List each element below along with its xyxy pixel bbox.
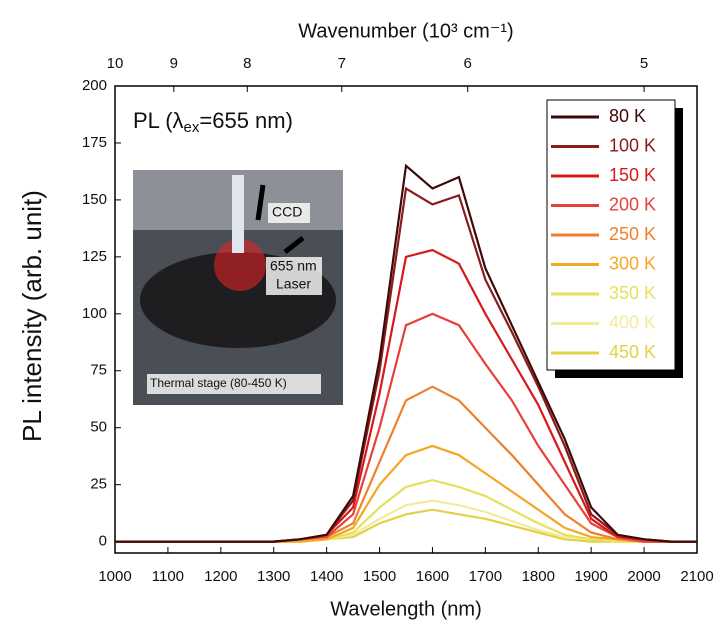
inset-arrow (255, 184, 266, 221)
top-tick-label: 9 (170, 55, 178, 72)
legend-label: 300 K (609, 253, 656, 273)
x-tick-label: 1800 (522, 568, 555, 585)
annotation-text: PL (λ (133, 108, 184, 133)
legend-label: 400 K (609, 312, 656, 332)
inset-fiber (232, 175, 244, 253)
inset-label: Laser (276, 276, 311, 292)
x-tick-label: 2000 (627, 568, 660, 585)
top-tick-label: 5 (640, 55, 648, 72)
x-tick-label: 1900 (574, 568, 607, 585)
legend-label: 80 K (609, 106, 646, 126)
y-tick-label: 50 (90, 419, 107, 436)
y-tick-label: 75 (90, 362, 107, 379)
legend-label: 350 K (609, 283, 656, 303)
inset-label: 655 nm (270, 258, 317, 274)
y-tick-label: 0 (99, 533, 107, 550)
series-line (115, 163, 697, 543)
x-tick-label: 2100 (680, 568, 713, 585)
x-axis-title: Wavelength (nm) (330, 598, 482, 620)
y-tick-label: 125 (82, 248, 107, 265)
legend-label: 200 K (609, 194, 656, 214)
legend-label: 250 K (609, 224, 656, 244)
x-tick-label: 1300 (257, 568, 290, 585)
inset-label-bg (147, 374, 321, 394)
x-tick-label: 1000 (98, 568, 131, 585)
series-line (115, 385, 697, 543)
y-tick-label: 200 (82, 77, 107, 94)
annotation-subscript: ex (184, 119, 200, 136)
inset-photo: CCD 655 nm Laser Thermal stage (80-450 K… (133, 170, 343, 405)
x-tick-label: 1500 (363, 568, 396, 585)
inset-arrow (283, 236, 305, 254)
legend-label: 100 K (609, 135, 656, 155)
y-tick-label: 25 (90, 476, 107, 493)
top-tick-label: 8 (243, 55, 251, 72)
inset-label: CCD (272, 204, 302, 220)
x-tick-label: 1700 (469, 568, 502, 585)
y-tick-label: 150 (82, 191, 107, 208)
x-tick-label: 1200 (204, 568, 237, 585)
x-tick-label: 1100 (152, 568, 184, 585)
top-axis-title: Wavenumber (10³ cm⁻¹) (298, 20, 513, 42)
inset-laser-glow (214, 239, 266, 291)
top-tick-label: 7 (338, 55, 346, 72)
annotation-text: =655 nm) (199, 108, 293, 133)
inset-label-bg (268, 203, 310, 223)
plot-frame (114, 85, 698, 554)
legend-label: 450 K (609, 342, 656, 362)
legend-label: 150 K (609, 165, 656, 185)
series-line (115, 499, 697, 543)
x-tick-label: 1600 (416, 568, 449, 585)
x-tick-label: 1400 (310, 568, 343, 585)
top-tick-label: 6 (464, 55, 472, 72)
annotation: PL (λex=655 nm) (133, 108, 293, 136)
y-axis-title: PL intensity (arb. unit) (17, 190, 47, 442)
y-tick-label: 100 (82, 305, 107, 322)
inset-label: Thermal stage (80-450 K) (150, 376, 287, 390)
top-tick-label: 10 (107, 55, 124, 72)
y-tick-label: 175 (82, 134, 107, 151)
inset-label-bg (266, 257, 322, 295)
